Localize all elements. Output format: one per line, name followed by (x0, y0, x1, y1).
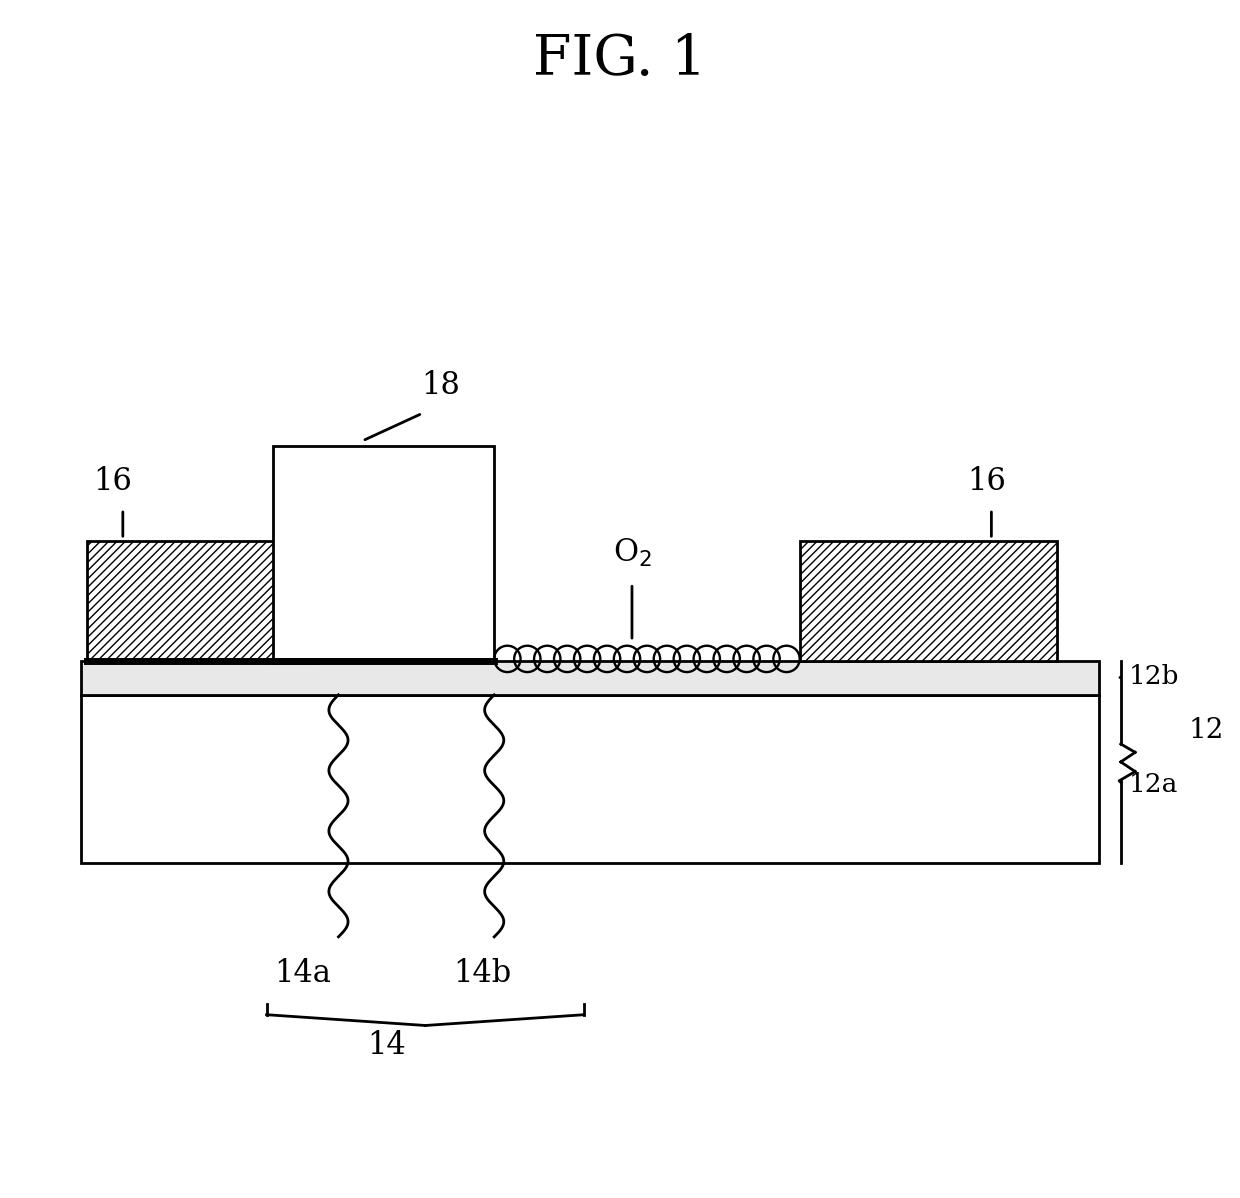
Bar (800, 541, 1058, 661)
Text: 18: 18 (420, 370, 460, 401)
Text: 12a: 12a (1130, 773, 1178, 797)
Text: 12b: 12b (1130, 665, 1179, 689)
Text: 16: 16 (967, 466, 1007, 497)
Bar (87, 541, 315, 661)
Bar (273, 446, 495, 661)
Bar (81, 661, 1099, 695)
Text: FIG. 1: FIG. 1 (533, 32, 707, 87)
Bar (81, 695, 1099, 863)
Text: O$_2$: O$_2$ (613, 537, 651, 569)
Text: 14b: 14b (453, 958, 511, 990)
Text: 16: 16 (93, 466, 131, 497)
Text: 14: 14 (367, 1030, 405, 1061)
Text: 12: 12 (1189, 718, 1224, 744)
Text: 14a: 14a (274, 958, 331, 990)
